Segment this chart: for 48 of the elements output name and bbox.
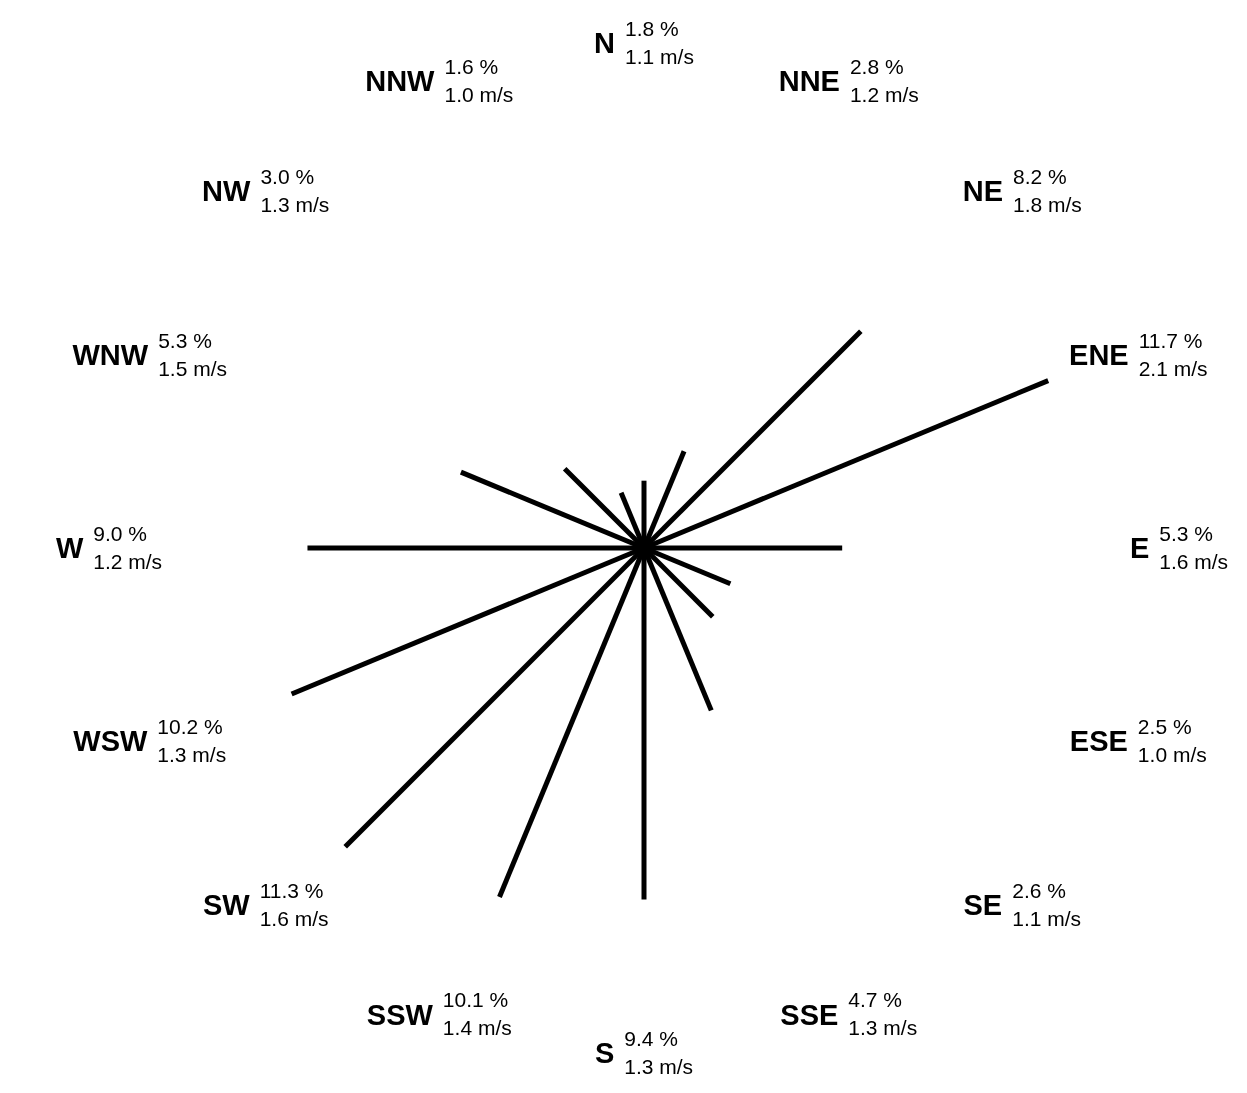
data-label: 9.4 % xyxy=(624,1026,678,1050)
data-label: 1.3 m/s xyxy=(848,1016,918,1040)
category-label: SW xyxy=(202,889,251,922)
data-label: 1.6 m/s xyxy=(259,906,329,930)
data-label: 1.3 m/s xyxy=(624,1054,694,1078)
data-label: 2.1 m/s xyxy=(1138,356,1208,380)
data-label: 1.2 m/s xyxy=(849,83,919,107)
data-label: 9.0 % xyxy=(93,521,147,545)
data-label: 5.3 % xyxy=(158,328,212,352)
data-label: 11.7 % xyxy=(1138,328,1203,352)
category-label: ESE xyxy=(1069,725,1128,758)
data-label: 10.2 % xyxy=(157,715,223,739)
data-label: 1.1 m/s xyxy=(625,44,694,68)
data-label: 2.6 % xyxy=(1012,878,1066,902)
category-label: NNW xyxy=(365,65,436,98)
category-label: S xyxy=(594,1037,615,1069)
category-label: WNW xyxy=(72,338,149,371)
data-label: 1.8 m/s xyxy=(1013,192,1082,216)
data-label: 1.8 % xyxy=(625,16,679,40)
category-label: ENE xyxy=(1069,338,1129,371)
data-label: 1.0 m/s xyxy=(444,83,514,107)
data-label: 1.6 % xyxy=(444,55,499,79)
data-label: 1.6 m/s xyxy=(1159,549,1229,573)
category-label: WSW xyxy=(73,725,148,758)
data-label: 5.3 % xyxy=(1159,521,1213,545)
category-label: W xyxy=(55,532,84,564)
category-label: SSW xyxy=(366,998,434,1031)
data-label: 1.5 m/s xyxy=(158,356,227,380)
data-label: 1.0 m/s xyxy=(1137,743,1207,767)
data-label: 1.4 m/s xyxy=(442,1016,512,1040)
data-label: 11.3 % xyxy=(259,878,324,902)
category-label: E xyxy=(1129,532,1150,564)
data-label: 1.3 m/s xyxy=(260,192,330,216)
category-label: SE xyxy=(963,889,1003,922)
data-label: 1.3 m/s xyxy=(157,743,227,767)
category-label: NE xyxy=(962,174,1004,207)
category-label: N xyxy=(594,27,616,59)
category-label: SSE xyxy=(780,998,839,1031)
category-label: NNE xyxy=(778,65,840,98)
data-label: 4.7 % xyxy=(848,988,903,1012)
data-label: 2.5 % xyxy=(1137,715,1192,739)
data-label: 8.2 % xyxy=(1013,164,1067,188)
data-label: 1.1 m/s xyxy=(1012,906,1082,930)
data-label: 3.0 % xyxy=(260,164,315,188)
data-label: 10.1 % xyxy=(442,988,509,1012)
data-label: 2.8 % xyxy=(849,55,904,79)
category-label: NW xyxy=(202,174,252,207)
data-label: 1.2 m/s xyxy=(93,549,163,573)
